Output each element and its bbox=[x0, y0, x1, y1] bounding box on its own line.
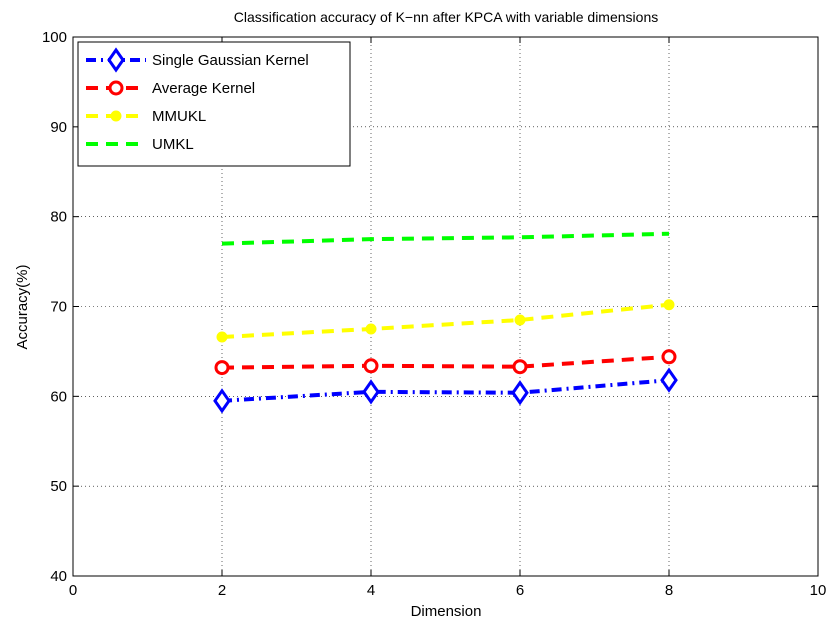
series-line bbox=[221, 354, 670, 370]
series-3 bbox=[221, 231, 670, 246]
y-tick-label: 90 bbox=[50, 119, 67, 136]
x-tick-label: 6 bbox=[516, 582, 524, 599]
x-axis-title: Dimension bbox=[411, 603, 482, 620]
legend-label: Average Kernel bbox=[152, 80, 255, 97]
series-2 bbox=[216, 299, 675, 343]
data-point bbox=[661, 349, 677, 365]
data-point bbox=[514, 314, 526, 326]
series-line bbox=[221, 302, 670, 340]
data-point bbox=[214, 360, 230, 376]
x-tick-label: 4 bbox=[367, 582, 375, 599]
legend-item: Single Gaussian Kernel bbox=[86, 47, 309, 73]
legend-box bbox=[77, 41, 351, 167]
tick-layer: 0 2 4 6 8 10 40 50 60 70 80 90 100 bbox=[42, 29, 826, 599]
y-tick-label: 60 bbox=[50, 388, 67, 405]
legend-item: MMUKL bbox=[86, 108, 206, 125]
y-tick-label: 70 bbox=[50, 299, 67, 316]
series-line bbox=[221, 231, 670, 246]
legend: Single Gaussian Kernel Average Kernel MMUK… bbox=[77, 41, 351, 167]
legend-item: Average Kernel bbox=[86, 80, 255, 97]
data-point bbox=[363, 358, 379, 374]
x-tick-label: 0 bbox=[69, 582, 77, 599]
legend-label: UMKL bbox=[152, 136, 194, 153]
data-point bbox=[216, 331, 228, 343]
data-point bbox=[660, 367, 678, 393]
legend-marker bbox=[110, 110, 122, 122]
data-point bbox=[362, 379, 380, 405]
series-layer bbox=[213, 231, 678, 414]
x-tick-label: 8 bbox=[665, 582, 673, 599]
legend-label: MMUKL bbox=[152, 108, 206, 125]
legend-marker bbox=[108, 80, 124, 96]
series-1 bbox=[214, 349, 677, 376]
y-axis-title: Accuracy(%) bbox=[14, 264, 31, 349]
y-tick-label: 40 bbox=[50, 568, 67, 585]
x-tick-label: 10 bbox=[810, 582, 827, 599]
y-tick-label: 80 bbox=[50, 209, 67, 226]
legend-marker bbox=[107, 47, 125, 73]
series-line bbox=[221, 378, 670, 403]
chart-title: Classification accuracy of K−nn after KP… bbox=[234, 9, 658, 25]
y-tick-label: 100 bbox=[42, 29, 67, 46]
data-point bbox=[365, 323, 377, 335]
legend-item: UMKL bbox=[86, 136, 194, 153]
data-point bbox=[511, 380, 529, 406]
series-0 bbox=[213, 367, 678, 414]
x-tick-label: 2 bbox=[218, 582, 226, 599]
legend-label: Single Gaussian Kernel bbox=[152, 52, 309, 69]
data-point bbox=[512, 359, 528, 375]
data-point bbox=[213, 388, 231, 414]
y-tick-label: 50 bbox=[50, 478, 67, 495]
data-point bbox=[663, 299, 675, 311]
